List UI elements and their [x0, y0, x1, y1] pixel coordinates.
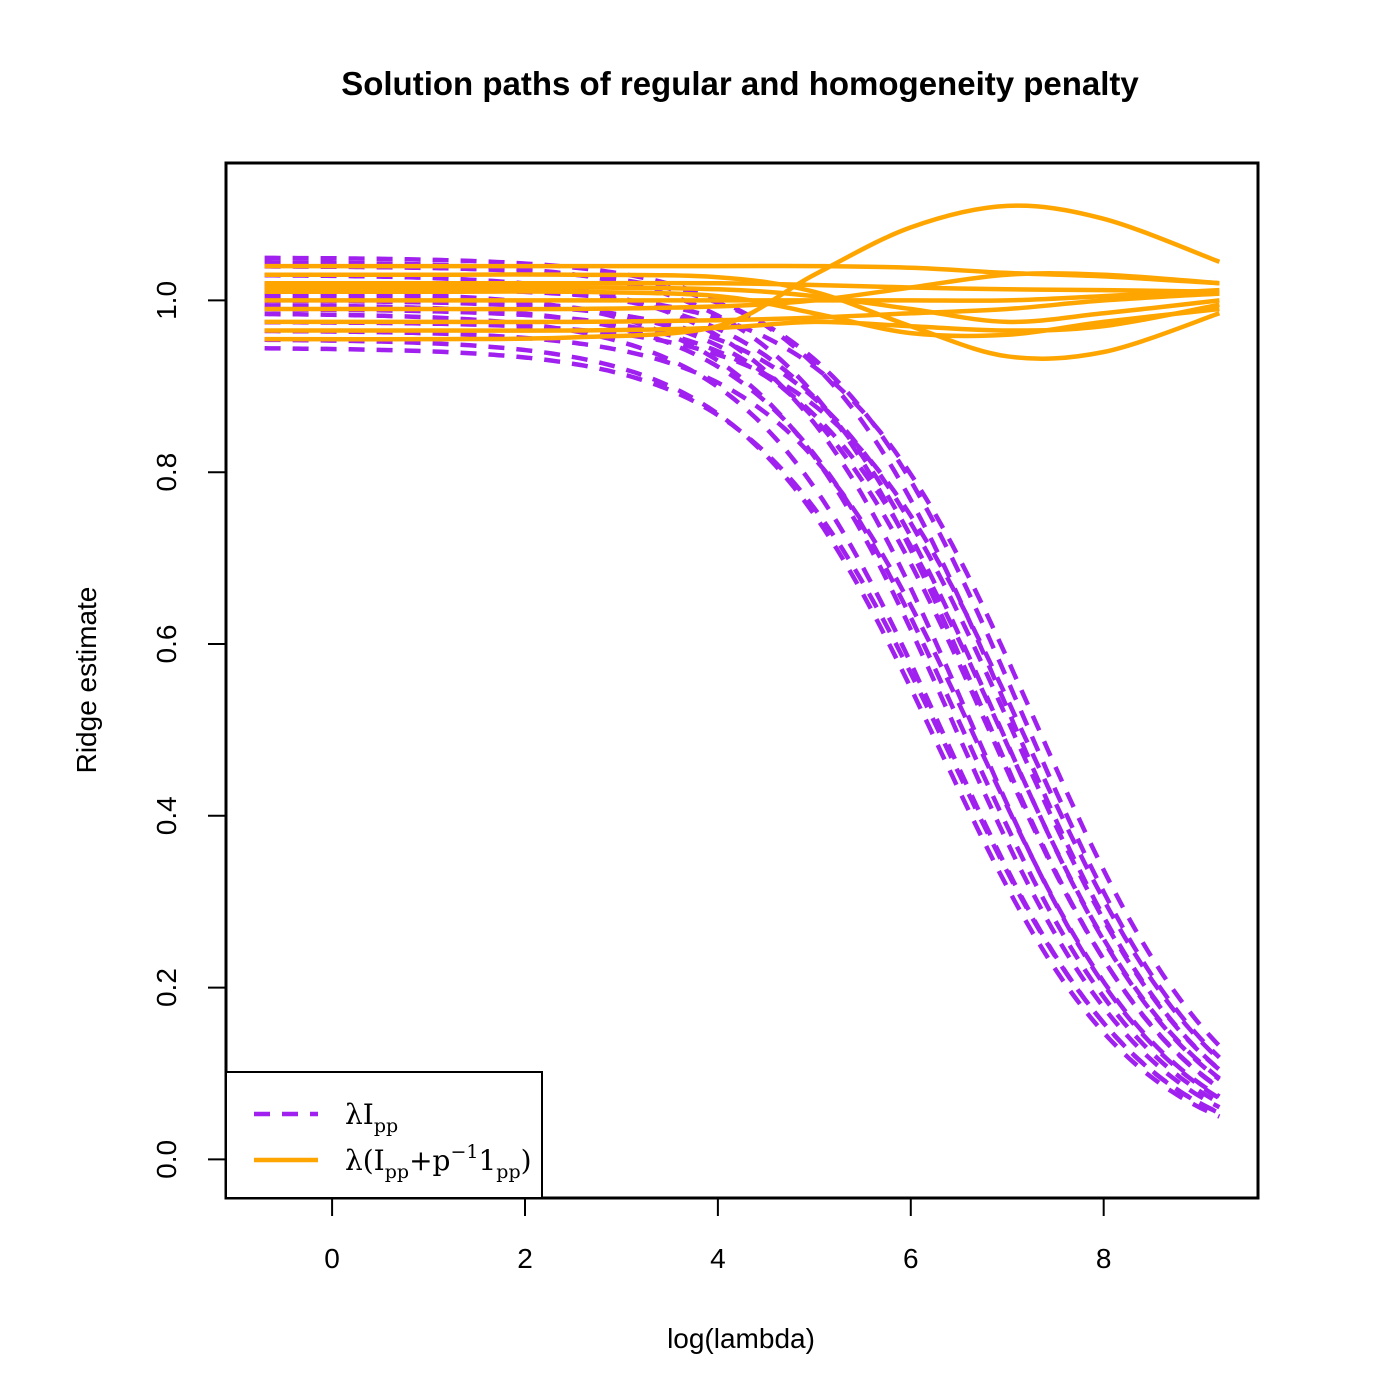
- y-tick-label: 0.8: [151, 453, 182, 492]
- x-tick-label: 4: [710, 1243, 726, 1274]
- series-line-homogeneity-penalty: [264, 272, 1221, 361]
- series-line-regular-penalty: [264, 307, 1221, 1081]
- y-tick-label: 1.0: [151, 281, 182, 320]
- series-line-regular-penalty: [264, 290, 1221, 1110]
- series-line-regular-penalty: [264, 311, 1221, 1116]
- series-line-homogeneity-penalty: [264, 291, 1220, 325]
- series-line-regular-penalty: [264, 294, 1221, 1090]
- x-tick-label: 8: [1096, 1243, 1112, 1274]
- series-line-regular-penalty: [264, 264, 1221, 1060]
- y-tick-label: 0.4: [151, 796, 182, 835]
- y-tick-label: 0.2: [151, 968, 182, 1007]
- x-tick-label: 6: [903, 1243, 919, 1274]
- series-line-regular-penalty: [264, 281, 1221, 1082]
- x-axis: 0 2 4 6 8: [324, 1197, 1112, 1274]
- series-line-regular-penalty: [264, 285, 1222, 1048]
- series-line-regular-penalty: [264, 319, 1221, 1062]
- series-line-regular-penalty: [264, 303, 1221, 1105]
- chart-title: Solution paths of regular and homogeneit…: [341, 65, 1139, 102]
- series-line-regular-penalty: [264, 328, 1221, 1099]
- series-line-homogeneity-penalty: [264, 280, 1220, 295]
- x-tick-label: 0: [324, 1243, 340, 1274]
- series-line-homogeneity-penalty: [264, 285, 1220, 325]
- y-tick-label: 0.0: [151, 1140, 182, 1179]
- series-line-regular-penalty: [264, 260, 1221, 1090]
- series-line-regular-penalty: [264, 255, 1221, 1072]
- series-line-regular-penalty: [264, 337, 1221, 1119]
- legend-box: [225, 1071, 543, 1199]
- x-tick-label: 2: [517, 1243, 533, 1274]
- series-line-regular-penalty: [264, 298, 1221, 1072]
- series-line-homogeneity-penalty: [264, 287, 1220, 303]
- y-tick-label: 0.6: [151, 625, 182, 664]
- x-axis-label: log(lambda): [667, 1323, 815, 1354]
- y-axis-label: Ridge estimate: [71, 587, 102, 774]
- series-line-homogeneity-penalty: [264, 302, 1220, 333]
- series-line-homogeneity-penalty: [264, 271, 1220, 312]
- y-axis: 0.0 0.2 0.4 0.6 0.8 1.0: [151, 281, 227, 1179]
